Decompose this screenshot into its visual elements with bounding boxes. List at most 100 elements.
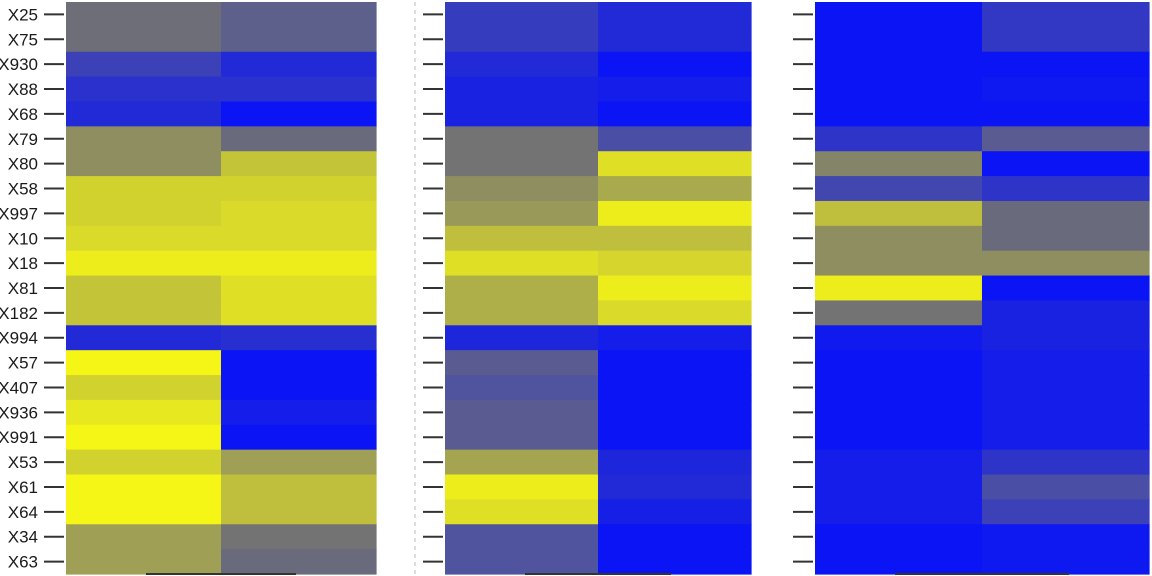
heatmap-cell <box>815 524 983 550</box>
heatmap-cell <box>982 474 1150 500</box>
heatmap-cell <box>598 499 752 525</box>
heatmap-cell <box>445 200 599 227</box>
heatmap-cell <box>445 524 599 550</box>
heatmap-cell <box>221 300 377 326</box>
heatmap-cell <box>982 325 1150 351</box>
heatmap-cell <box>815 325 983 351</box>
row-label-x80: X80 <box>8 155 38 174</box>
heatmap-cell <box>815 399 983 426</box>
heatmap-cell <box>66 350 222 376</box>
row-label-x930: X930 <box>0 55 38 74</box>
heatmap-cell <box>66 375 222 401</box>
heatmap-cell <box>66 250 222 277</box>
heatmap-cell <box>221 200 377 227</box>
heatmap-cell <box>598 449 752 476</box>
heatmap-cell <box>66 51 222 78</box>
heatmap-cell <box>66 499 222 525</box>
heatmap-cell <box>982 176 1150 202</box>
heatmap-cell <box>445 375 599 401</box>
heatmap-cell <box>982 225 1150 252</box>
heatmap-cell <box>221 76 377 103</box>
heatmap-cell <box>982 499 1150 525</box>
heatmap-cell <box>815 76 983 103</box>
heatmap-cell <box>445 549 599 575</box>
heatmap-cell <box>221 51 377 78</box>
row-label-x53: X53 <box>8 453 38 472</box>
heatmap-cell <box>445 151 599 177</box>
heatmap-cell <box>66 176 222 202</box>
heatmap-cell <box>815 549 983 575</box>
row-label-x88: X88 <box>8 80 38 99</box>
heatmap-cell <box>815 26 983 53</box>
heatmap-cell <box>66 225 222 252</box>
heatmap-cell <box>598 424 752 451</box>
heatmap-cell <box>221 2 377 28</box>
heatmap-cell <box>445 350 599 376</box>
heatmap-cell <box>66 399 222 426</box>
heatmap-cell <box>982 200 1150 227</box>
row-label-x81: X81 <box>8 279 38 298</box>
heatmap-cell <box>598 474 752 500</box>
heatmap-cell <box>66 524 222 550</box>
row-label-x79: X79 <box>8 130 38 149</box>
heatmap-cell <box>598 300 752 326</box>
heatmap-cell <box>221 275 377 302</box>
heatmap-cell <box>982 375 1150 401</box>
row-label-x63: X63 <box>8 553 38 572</box>
heatmap-cell <box>221 250 377 277</box>
heatmap-cell <box>66 126 222 152</box>
row-label-x10: X10 <box>8 229 38 248</box>
heatmap-cell <box>66 101 222 127</box>
heatmap-cell <box>66 275 222 302</box>
heatmap-cell <box>982 275 1150 302</box>
row-label-x61: X61 <box>8 478 38 497</box>
heatmap-cell <box>66 200 222 227</box>
heatmap-cell <box>815 176 983 202</box>
heatmap-cell <box>598 101 752 127</box>
heatmap-cell <box>598 375 752 401</box>
heatmap-cell <box>598 176 752 202</box>
heatmap-cell <box>815 350 983 376</box>
heatmap-cell <box>598 151 752 177</box>
row-label-x994: X994 <box>0 329 38 348</box>
heatmap-cell <box>982 51 1150 78</box>
heatmap-cell <box>66 300 222 326</box>
heatmap-cell <box>445 26 599 53</box>
heatmap-cell <box>815 200 983 227</box>
heatmap-cell <box>221 325 377 351</box>
heatmap-cell <box>982 424 1150 451</box>
heatmap-cell <box>66 151 222 177</box>
heatmap-cell <box>982 76 1150 103</box>
heatmap-cell <box>598 399 752 426</box>
heatmap-cell <box>66 26 222 53</box>
heatmap-cell <box>445 449 599 476</box>
row-label-x936: X936 <box>0 403 38 422</box>
heatmap-cell <box>982 126 1150 152</box>
heatmap-cell <box>598 200 752 227</box>
heatmap-cell <box>221 176 377 202</box>
row-label-x407: X407 <box>0 378 38 397</box>
heatmap-cell <box>598 325 752 351</box>
heatmap-cell <box>598 26 752 53</box>
heatmap-cell <box>66 2 222 28</box>
heatmap-cell <box>815 375 983 401</box>
row-label-x997: X997 <box>0 204 38 223</box>
heatmap-cell <box>221 101 377 127</box>
heatmap-cell <box>815 51 983 78</box>
row-label-x57: X57 <box>8 354 38 373</box>
heatmap-cell <box>982 151 1150 177</box>
heatmap-cell <box>445 474 599 500</box>
heatmap-cell <box>815 499 983 525</box>
heatmap-cell <box>221 126 377 152</box>
heatmap-cell <box>445 424 599 451</box>
heatmap-cell <box>445 225 599 252</box>
heatmap-cell <box>982 2 1150 28</box>
heatmap-cell <box>815 300 983 326</box>
heatmap-cell <box>982 101 1150 127</box>
row-label-x25: X25 <box>8 5 38 24</box>
heatmap-cell <box>221 449 377 476</box>
heatmap-cell <box>66 549 222 575</box>
heatmap-cell <box>982 26 1150 53</box>
heatmap-cell <box>221 225 377 252</box>
heatmap-cell <box>221 350 377 376</box>
